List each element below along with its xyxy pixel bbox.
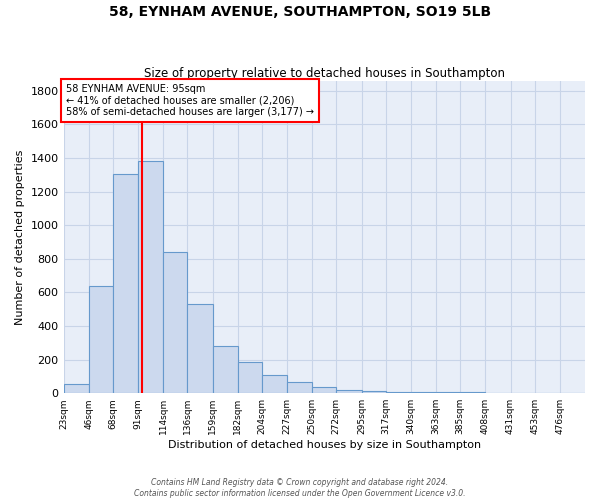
Text: 58 EYNHAM AVENUE: 95sqm
← 41% of detached houses are smaller (2,206)
58% of semi: 58 EYNHAM AVENUE: 95sqm ← 41% of detache… xyxy=(66,84,314,117)
Bar xyxy=(238,362,262,393)
Bar xyxy=(362,390,386,393)
Bar xyxy=(485,392,511,393)
Bar xyxy=(212,346,238,393)
Text: 58, EYNHAM AVENUE, SOUTHAMPTON, SO19 5LB: 58, EYNHAM AVENUE, SOUTHAMPTON, SO19 5LB xyxy=(109,5,491,19)
Bar xyxy=(436,392,460,393)
Bar xyxy=(460,392,485,393)
Bar xyxy=(312,388,337,393)
Bar xyxy=(287,382,312,393)
Bar xyxy=(64,384,89,393)
Bar xyxy=(411,392,436,393)
Bar xyxy=(163,252,187,393)
Text: Contains HM Land Registry data © Crown copyright and database right 2024.
Contai: Contains HM Land Registry data © Crown c… xyxy=(134,478,466,498)
Bar xyxy=(337,390,362,393)
Bar xyxy=(89,286,113,393)
Bar xyxy=(262,374,287,393)
Bar xyxy=(138,162,163,393)
Bar xyxy=(187,304,212,393)
Bar xyxy=(386,392,411,393)
X-axis label: Distribution of detached houses by size in Southampton: Distribution of detached houses by size … xyxy=(168,440,481,450)
Title: Size of property relative to detached houses in Southampton: Size of property relative to detached ho… xyxy=(144,66,505,80)
Y-axis label: Number of detached properties: Number of detached properties xyxy=(15,150,25,324)
Bar xyxy=(113,174,138,393)
